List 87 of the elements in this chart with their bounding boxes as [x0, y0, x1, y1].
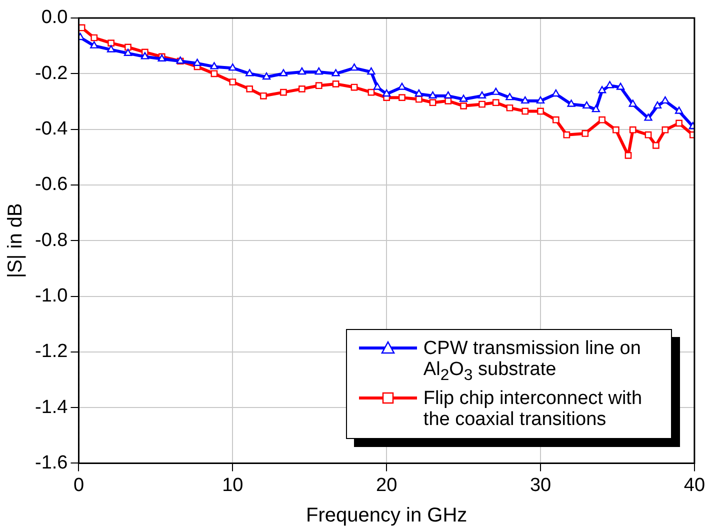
point: [280, 88, 287, 96]
point: [676, 120, 682, 127]
point: [332, 69, 340, 76]
point: [628, 100, 637, 107]
point: [260, 92, 267, 100]
x-tick-label: 10: [222, 474, 244, 496]
point: [332, 80, 340, 88]
point: [298, 67, 306, 75]
point: [298, 86, 306, 92]
y-tick-label: -1.2: [34, 341, 68, 362]
point: [315, 82, 322, 90]
point: [210, 62, 218, 70]
y-tick-label: -1.4: [34, 396, 68, 418]
point: [429, 99, 436, 106]
point: [661, 96, 670, 104]
legend-label: Flip chip interconnect with the coaxial transitions: [423, 388, 644, 430]
point: [107, 45, 116, 52]
x-axis-title: Frequency in GHz: [306, 504, 468, 527]
point: [521, 96, 530, 104]
point: [415, 96, 422, 103]
point: [612, 126, 620, 134]
point: [629, 126, 636, 134]
y-axis-title: |S| in dB: [4, 203, 27, 278]
point: [537, 108, 544, 115]
point: [653, 101, 662, 109]
point: [598, 116, 606, 124]
point: [536, 96, 545, 104]
point: [582, 130, 589, 137]
point: [350, 84, 358, 91]
point: [506, 92, 514, 100]
point: [478, 91, 486, 99]
point: [563, 131, 570, 138]
point: [90, 41, 98, 48]
point: [140, 52, 149, 60]
legend-label: CPW transmission line on Al$_{2}$O$_{3}$ substrate: [423, 338, 642, 386]
point: [228, 63, 237, 71]
point: [598, 86, 606, 94]
point: [459, 94, 468, 102]
point: [460, 102, 467, 110]
point: [492, 88, 500, 95]
point: [373, 82, 382, 90]
point: [367, 67, 376, 75]
point: [124, 44, 132, 51]
point: [229, 78, 236, 86]
point: [246, 69, 254, 76]
point: [567, 100, 576, 107]
point: [193, 58, 202, 66]
point: [314, 67, 323, 75]
point: [108, 40, 114, 46]
point: [606, 81, 614, 88]
point: [662, 126, 669, 134]
point: [350, 63, 358, 71]
point: [382, 89, 391, 97]
point: [398, 94, 406, 102]
point: [428, 91, 437, 99]
y-tick-label: -0.4: [34, 118, 68, 140]
point: [246, 86, 254, 92]
point: [616, 82, 625, 90]
point: [624, 152, 632, 159]
x-tick-label: 0: [73, 474, 84, 496]
point: [644, 131, 652, 138]
y-tick-label: -0.8: [34, 230, 68, 251]
point: [90, 34, 98, 42]
point: [262, 72, 271, 80]
point: [279, 69, 288, 76]
point: [210, 70, 218, 78]
point: [592, 104, 600, 112]
y-tick-label: -1.0: [34, 285, 68, 306]
x-tick-label: 40: [684, 474, 706, 496]
point: [644, 114, 652, 121]
point: [444, 91, 452, 99]
point: [478, 100, 486, 108]
point: [674, 106, 684, 114]
y-tick-label: 0.0: [41, 7, 68, 28]
y-tick-label: -0.6: [34, 174, 68, 196]
point: [414, 89, 423, 97]
point: [506, 104, 514, 112]
x-tick-label: 20: [376, 474, 398, 496]
point: [492, 99, 500, 106]
point: [522, 108, 529, 115]
point: [124, 48, 132, 56]
x-tick-label: 30: [530, 474, 552, 496]
point: [652, 142, 660, 149]
y-tick-label: -0.2: [34, 62, 68, 84]
point: [552, 116, 560, 124]
y-tick-label: -1.6: [34, 452, 68, 474]
point: [368, 88, 375, 96]
